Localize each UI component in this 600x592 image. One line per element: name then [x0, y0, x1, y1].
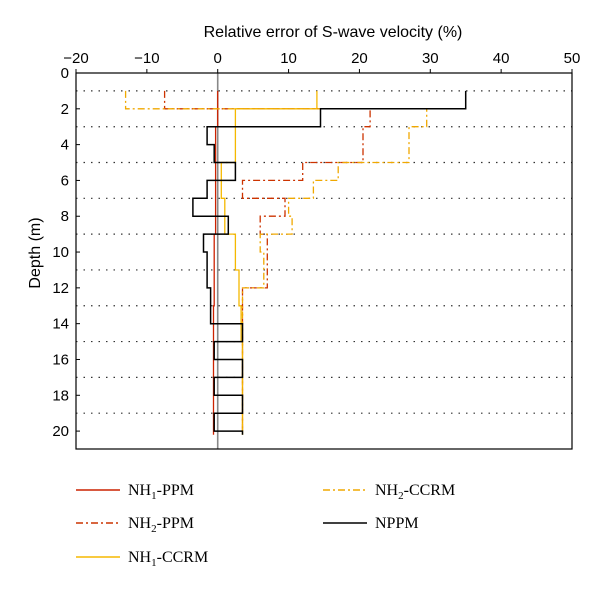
x-tick-label: 20: [351, 50, 368, 67]
y-tick-label: 8: [61, 208, 69, 225]
x-axis-ticks: −20 −10 0 10 20 30 40 50: [63, 50, 580, 73]
y-axis-ticks: 0 2 4 6 8 10 12 14 16 18 20: [52, 65, 80, 440]
y-tick-label: 6: [61, 172, 69, 189]
y-axis-title: Depth (m): [27, 217, 44, 288]
y-tick-label: 0: [61, 65, 69, 82]
series-line-nppm: [192, 90, 467, 435]
series-line-nh1-ccrm: [220, 90, 318, 435]
series-line-nh1-ppm: [212, 90, 219, 435]
legend-label-nh1-ccrm: NH1-CCRM: [128, 549, 208, 569]
x-tick-label: −10: [134, 50, 159, 67]
y-tick-label: 16: [52, 351, 69, 368]
series-lines: [124, 90, 467, 435]
y-tick-label: 18: [52, 387, 69, 404]
legend-label-nh2-ccrm: NH2-CCRM: [375, 482, 455, 502]
legend-label-nh2-ppm: NH2-PPM: [128, 515, 194, 535]
x-tick-label: 10: [280, 50, 297, 67]
y-tick-label: 2: [61, 101, 69, 118]
x-tick-label: 0: [214, 50, 222, 67]
y-tick-label: 4: [61, 137, 69, 154]
grid-lines: [76, 90, 572, 414]
x-axis-title: Relative error of S-wave velocity (%): [204, 24, 463, 41]
x-tick-label: 50: [564, 50, 581, 67]
plot-border: [75, 72, 573, 450]
series-line-nh2-ppm: [163, 90, 371, 432]
series-line-nh2-ccrm: [124, 90, 428, 432]
x-tick-label: 30: [422, 50, 439, 67]
y-tick-label: 12: [52, 280, 69, 297]
legend-label-nppm: NPPM: [375, 515, 419, 532]
legend: NH1-PPM NH2-PPM NH1-CCRM NH2-CCRM NPPM: [76, 482, 455, 569]
y-tick-label: 10: [52, 244, 69, 261]
y-tick-label: 14: [52, 316, 69, 333]
legend-label-nh1-ppm: NH1-PPM: [128, 482, 194, 502]
plot-frame: [75, 72, 573, 450]
y-tick-label: 20: [52, 423, 69, 440]
x-tick-label: 40: [493, 50, 510, 67]
x-tick-label: −20: [63, 50, 88, 67]
